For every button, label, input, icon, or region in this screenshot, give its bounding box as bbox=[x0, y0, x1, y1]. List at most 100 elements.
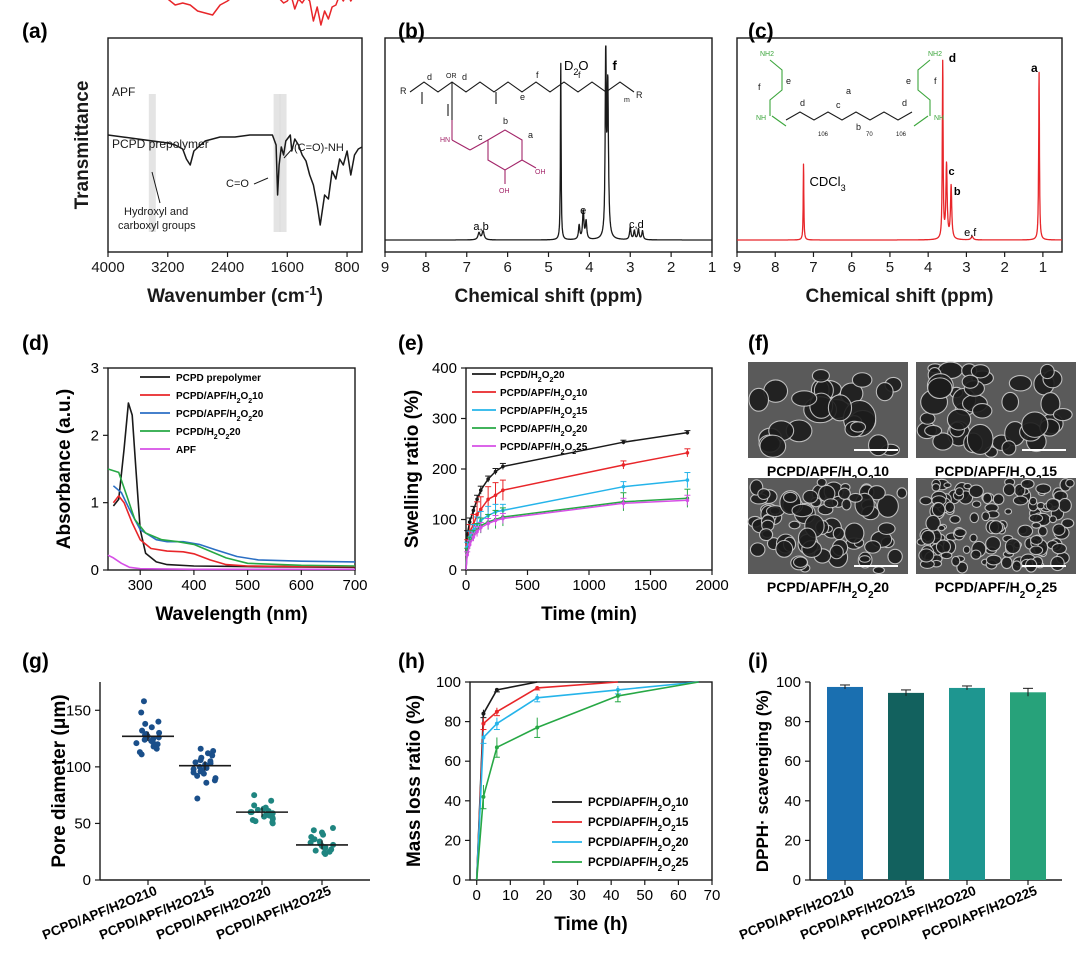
panel-label-h: (h) bbox=[398, 650, 425, 673]
chem-b-f1: f bbox=[536, 70, 539, 80]
x-tick-label: 500 bbox=[235, 577, 260, 594]
x-tick-label: 1 bbox=[1039, 259, 1047, 276]
sem-pore bbox=[1035, 483, 1052, 495]
right-arm-bond bbox=[917, 59, 931, 116]
panel-b-nmr: 9 8 7 6 5 4 3 2 1 Chemical shift (ppm) a,b D2O e f c,d bbox=[381, 37, 716, 307]
data-point bbox=[203, 779, 210, 786]
sem-pore bbox=[924, 424, 943, 437]
chem-c-e-right: e bbox=[906, 76, 911, 86]
data-point bbox=[481, 711, 486, 716]
sem-pore bbox=[961, 374, 979, 389]
sem-image-tile bbox=[916, 361, 1076, 458]
data-point bbox=[501, 488, 505, 493]
sem-pore bbox=[872, 566, 885, 575]
chem-structure-c bbox=[769, 59, 931, 127]
sem-pore bbox=[970, 364, 991, 379]
nmr-spectrum bbox=[736, 59, 1063, 241]
data-point bbox=[329, 824, 336, 831]
legend-label: PCPD prepolymer bbox=[176, 373, 261, 384]
legend-label: APF bbox=[176, 445, 196, 456]
sem-pore bbox=[850, 421, 867, 433]
data-point bbox=[465, 553, 470, 557]
panel-label-e: (e) bbox=[398, 332, 424, 355]
x-tick-label: 50 bbox=[636, 887, 653, 904]
data-point bbox=[322, 845, 329, 852]
left-arm-bond bbox=[769, 59, 783, 116]
y-tick-label: 20 bbox=[784, 832, 801, 849]
y-tick-label: 0 bbox=[453, 872, 461, 889]
chem-c-b: b bbox=[856, 122, 861, 132]
annotation-arrow bbox=[253, 177, 269, 185]
legend-label: PCPD/APF/H2O220 bbox=[176, 409, 264, 423]
legend-label: PCPD/APF/H2O225 bbox=[588, 857, 689, 873]
sem-pore bbox=[931, 502, 946, 517]
y-tick-label: 20 bbox=[444, 832, 461, 849]
x-tick-label: 4 bbox=[924, 259, 932, 276]
sem-pore bbox=[1050, 555, 1065, 572]
sem-pore bbox=[920, 529, 936, 545]
y-tick-label: 0 bbox=[793, 872, 801, 889]
annotation-amide: (C=O)-NH bbox=[294, 142, 344, 154]
data-point bbox=[471, 535, 476, 539]
x-tick-label: 2000 bbox=[695, 577, 728, 594]
sem-pore bbox=[946, 408, 972, 431]
x-tick-label: 1600 bbox=[271, 259, 304, 276]
x-tick-label: 4 bbox=[585, 259, 593, 276]
chem-c-d-left: d bbox=[800, 98, 805, 108]
x-tick-label: 7 bbox=[463, 259, 471, 276]
x-tick-label: 2 bbox=[1000, 259, 1008, 276]
x-axis-label: Time (min) bbox=[541, 604, 637, 625]
sem-pore bbox=[1001, 440, 1017, 456]
sem-pore bbox=[1029, 545, 1044, 556]
data-point bbox=[467, 542, 472, 547]
panel-label-d: (d) bbox=[22, 332, 49, 355]
data-point bbox=[494, 709, 499, 714]
sem-pore bbox=[844, 522, 865, 544]
sem-image-tile bbox=[748, 362, 908, 458]
chem-b-a: a bbox=[528, 130, 533, 140]
data-point bbox=[685, 451, 690, 455]
x-tick-label: 300 bbox=[128, 577, 153, 594]
peak-label-b: b bbox=[954, 186, 961, 198]
sem-pore bbox=[1039, 363, 1055, 380]
sem-pore bbox=[896, 487, 908, 499]
chem-c-e-left: e bbox=[786, 76, 791, 86]
sem-pore bbox=[827, 394, 853, 422]
legend-label: PCPD/APF/H2O215 bbox=[588, 817, 689, 833]
sem-pore bbox=[932, 432, 954, 451]
chem-c-NH-left: NH bbox=[756, 115, 766, 122]
plot-frame bbox=[384, 37, 713, 253]
data-point bbox=[269, 820, 276, 827]
data-point bbox=[535, 725, 540, 730]
sem-pore bbox=[966, 423, 994, 455]
chem-structure-b bbox=[409, 81, 635, 184]
sem-pore bbox=[992, 493, 1005, 506]
data-point bbox=[621, 440, 626, 445]
sem-pore bbox=[940, 551, 953, 560]
data-point bbox=[200, 770, 207, 777]
x-axis-label: Chemical shift (ppm) bbox=[455, 286, 643, 307]
peak-label-f: f bbox=[613, 58, 618, 73]
sem-image-tile bbox=[916, 477, 1076, 574]
y-tick-label: 150 bbox=[66, 702, 91, 719]
sem-pore bbox=[848, 492, 863, 503]
peak-label-cdcl3: CDCl3 bbox=[810, 174, 846, 193]
sem-pore bbox=[1004, 508, 1013, 515]
sem-pore bbox=[1048, 515, 1058, 524]
legend-label: PCPD/APF/H2O225 bbox=[500, 442, 588, 456]
x-tick-label: 2400 bbox=[211, 259, 244, 276]
sem-pore bbox=[851, 372, 873, 388]
sem-pore bbox=[759, 434, 787, 458]
x-tick-label: 400 bbox=[181, 577, 206, 594]
hydroxyl-bond bbox=[521, 159, 537, 169]
x-tick-label: 500 bbox=[515, 577, 540, 594]
x-tick-label: 8 bbox=[771, 259, 779, 276]
series-line-pcpd-apf-h2o220 bbox=[475, 681, 699, 881]
sem-pore bbox=[925, 514, 941, 532]
sem-pore bbox=[1028, 496, 1038, 506]
data-point bbox=[210, 748, 217, 755]
data-point bbox=[475, 529, 479, 534]
x-tick-label: 30 bbox=[569, 887, 586, 904]
sem-pore bbox=[918, 548, 935, 563]
sem-pore bbox=[919, 496, 933, 506]
